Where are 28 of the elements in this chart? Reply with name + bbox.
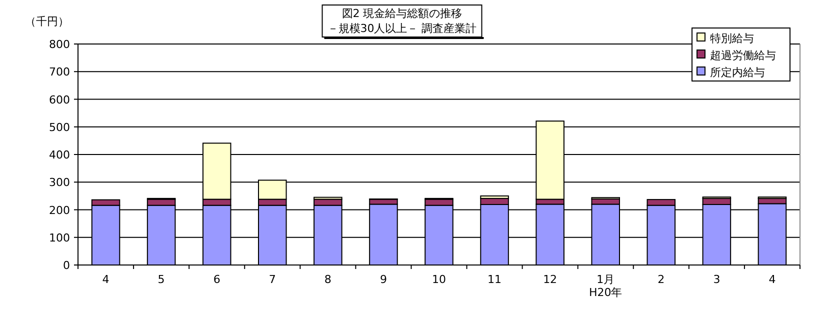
y-axis-title: （千円）	[25, 15, 69, 28]
x-tick-label: 4	[102, 273, 110, 286]
y-tick-label: 200	[49, 204, 70, 217]
y-tick-label: 400	[49, 148, 70, 162]
x-tick-label: 6	[213, 273, 220, 286]
y-tick-label: 100	[49, 231, 70, 244]
y-tick-label: 500	[49, 120, 70, 134]
chart-subtitle: －規模30人以上－ 調査産業計	[327, 22, 477, 35]
x-tick-label: 9	[380, 273, 387, 286]
x-tick-label: 5	[158, 273, 165, 286]
y-tick-label: 800	[49, 38, 70, 51]
y-tick-label: 700	[49, 66, 70, 79]
x-tick-label: 11	[488, 273, 502, 286]
x-tick-label: 8	[324, 273, 332, 286]
x-tick-label: 3	[713, 273, 720, 286]
legend-label: 特別給与	[710, 32, 754, 45]
legend-label: 超過労働給与	[710, 49, 776, 62]
y-tick-label: 0	[63, 259, 70, 272]
y-tick-label: 600	[49, 93, 70, 106]
x-tick-label: 7	[268, 273, 276, 286]
x-tick-label: 10	[432, 273, 446, 286]
x-tick-label: 2	[658, 273, 665, 286]
x-tick-label: 12	[543, 273, 558, 286]
x-tick-label: 1月 H20年	[588, 273, 622, 299]
x-tick-label: 4	[768, 273, 776, 286]
chart-title: 図2 現金給与総額の推移	[342, 7, 462, 20]
legend-label: 所定内給与	[710, 66, 765, 79]
y-tick-label: 300	[49, 176, 70, 190]
